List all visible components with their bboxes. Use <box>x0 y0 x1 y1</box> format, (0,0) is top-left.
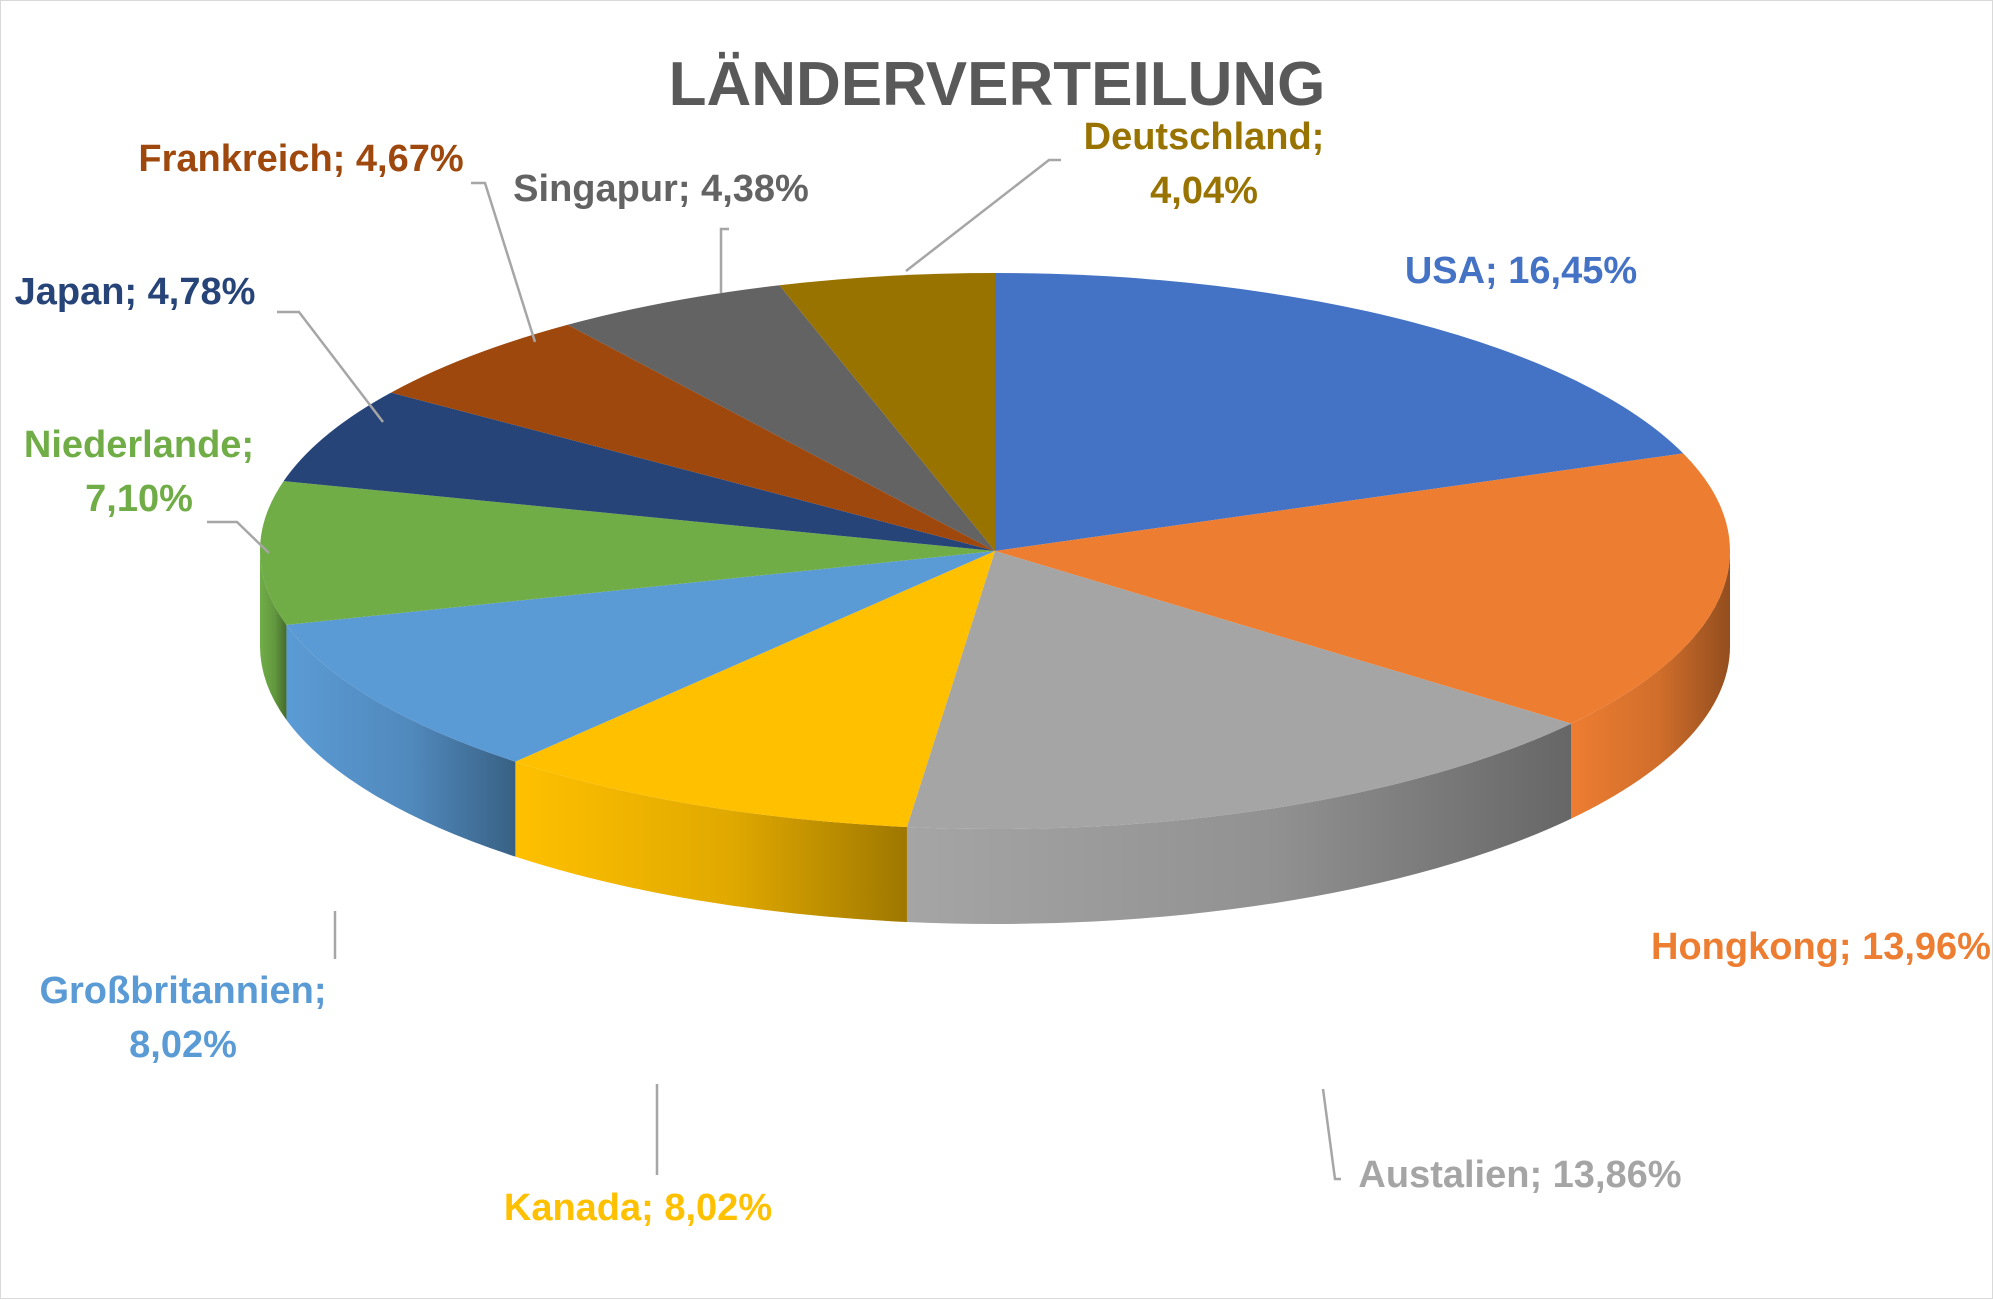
pie-slice-austalien <box>906 551 1572 829</box>
pie-slice-deutschland <box>779 273 995 551</box>
pie-slice-hongkong <box>995 453 1730 724</box>
leader-line-austalien <box>1321 1088 1341 1181</box>
data-label-kanada: Kanada; 8,02% <box>504 1187 772 1229</box>
data-label-deutschland-line-2: 4,04% <box>1150 170 1258 212</box>
pie-slice-frankreich <box>391 324 995 551</box>
pie-side-shade-grossbritannien <box>286 624 516 857</box>
pie-slices <box>259 273 1730 829</box>
data-label-niederlande-line-1: Niederlande; <box>24 424 254 466</box>
pie-slice-singapur <box>567 285 995 551</box>
leader-lines <box>207 158 1341 1181</box>
leader-line-singapur <box>719 227 729 293</box>
pie-side-shade-hongkong <box>1571 551 1730 819</box>
pie-slice-grossbritannien <box>286 551 995 762</box>
data-label-niederlande-line-2: 7,10% <box>85 478 193 520</box>
data-label-hongkong: Hongkong; 13,96% <box>1651 926 1991 968</box>
pie-side-shade-kanada <box>515 761 907 922</box>
data-label-japan: Japan; 4,78% <box>15 271 256 313</box>
pie-slice-japan <box>283 392 995 551</box>
data-label-grossbritannien-line-2: 8,02% <box>129 1024 237 1066</box>
data-labels: USA; 16,45% Hongkong; 13,96% Austalien; 13… <box>15 116 1991 1229</box>
leader-line-frankreich <box>471 181 537 343</box>
data-label-frankreich: Frankreich; 4,67% <box>138 138 463 180</box>
data-label-austalien: Austalien; 13,86% <box>1358 1154 1681 1196</box>
data-label-singapur: Singapur; 4,38% <box>513 168 809 210</box>
pie-slice-usa <box>995 273 1684 551</box>
pie-side-shade-austalien <box>906 723 1572 924</box>
data-label-usa: USA; 16,45% <box>1405 250 1637 292</box>
leader-line-japan <box>277 310 384 423</box>
pie-side-shade-niederlande <box>260 551 287 720</box>
leader-line-deutschland <box>905 158 1061 272</box>
pie-slice-niederlande <box>259 481 995 625</box>
data-label-deutschland-line-1: Deutschland; <box>1084 116 1325 158</box>
data-label-grossbritannien-line-1: Großbritannien; <box>39 970 326 1012</box>
leader-line-niederlande <box>207 520 270 554</box>
pie-slice-kanada <box>515 551 995 827</box>
pie-side-walls <box>260 551 1730 924</box>
chart-title: LÄNDERVERTEILUNG <box>669 50 1326 119</box>
